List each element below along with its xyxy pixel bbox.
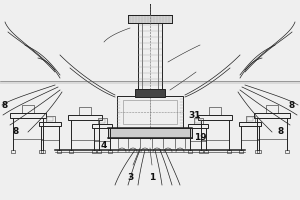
Bar <box>92 124 112 128</box>
Text: 8: 8 <box>2 100 8 110</box>
Bar <box>108 150 112 153</box>
Text: 31: 31 <box>189 110 201 119</box>
Bar <box>69 150 73 153</box>
Bar <box>198 115 232 120</box>
Bar <box>39 122 61 126</box>
Bar <box>194 118 203 124</box>
Bar <box>22 105 34 113</box>
Bar <box>92 150 96 153</box>
Bar <box>99 119 105 123</box>
Text: 4: 4 <box>101 140 107 150</box>
Bar <box>97 150 101 153</box>
Bar <box>138 23 162 90</box>
Bar <box>47 117 53 121</box>
Bar <box>123 100 177 124</box>
Bar <box>257 150 261 153</box>
Bar <box>128 15 172 23</box>
Bar <box>39 150 43 153</box>
Bar <box>239 122 261 126</box>
Bar <box>79 107 91 115</box>
Bar <box>57 150 61 153</box>
Bar <box>117 96 183 128</box>
Bar <box>204 150 208 153</box>
Text: 19: 19 <box>194 134 206 142</box>
Text: 8: 8 <box>289 100 295 110</box>
Bar <box>98 118 107 124</box>
Bar <box>188 150 192 153</box>
Bar <box>135 89 165 97</box>
Text: 1: 1 <box>149 173 155 182</box>
Bar <box>209 107 221 115</box>
Bar <box>239 150 243 153</box>
Bar <box>266 105 278 113</box>
Bar <box>254 113 290 118</box>
Bar <box>247 117 253 121</box>
Bar <box>68 115 102 120</box>
Bar <box>199 150 203 153</box>
Bar <box>195 119 201 123</box>
Bar <box>255 150 259 153</box>
Bar <box>41 150 45 153</box>
Bar <box>11 150 15 153</box>
Bar <box>188 124 208 128</box>
Bar <box>285 150 289 153</box>
Bar <box>108 128 192 138</box>
Bar <box>227 150 231 153</box>
Bar <box>246 116 255 122</box>
Text: 8: 8 <box>13 128 19 136</box>
Bar <box>10 113 46 118</box>
Bar <box>46 116 55 122</box>
Text: 3: 3 <box>127 173 133 182</box>
Text: 8: 8 <box>278 128 284 136</box>
